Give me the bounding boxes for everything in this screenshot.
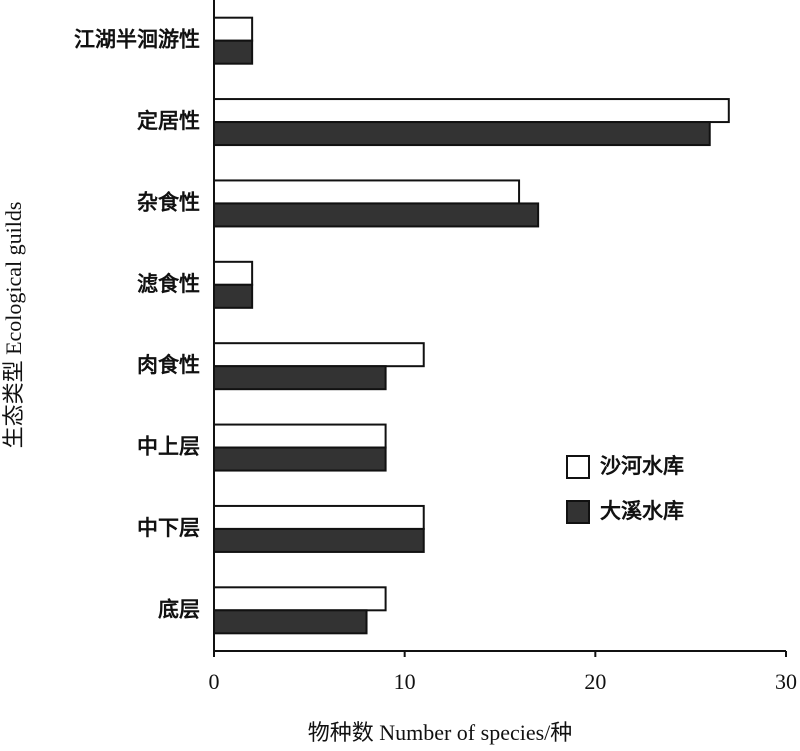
x-axis-title: 物种数 Number of species/种 [308, 720, 573, 745]
bar [213, 423, 387, 449]
y-tick-label: 中下层 [137, 516, 200, 540]
bar [213, 609, 368, 635]
bar [213, 527, 425, 553]
bar [213, 121, 711, 147]
bar [213, 98, 730, 124]
bar [213, 179, 521, 205]
y-tick-label: 底层 [158, 597, 200, 621]
bar [213, 283, 254, 309]
bar [213, 586, 387, 612]
x-tick-label: 10 [394, 669, 416, 694]
bar [213, 260, 254, 286]
x-tick-label: 20 [584, 669, 606, 694]
y-tick-label: 杂食性 [137, 190, 200, 214]
legend-label: 大溪水库 [600, 499, 684, 523]
y-tick-label: 中上层 [137, 435, 200, 459]
legend-label: 沙河水库 [600, 454, 684, 478]
y-tick-label: 滤食性 [137, 272, 200, 296]
bar [213, 446, 387, 472]
bar [213, 16, 254, 42]
y-tick-label: 定居性 [137, 109, 200, 133]
bar [213, 342, 425, 368]
bar [213, 202, 540, 228]
bar [213, 504, 425, 530]
y-axis-title: 生态类型 Ecological guilds [1, 202, 26, 449]
legend-swatch [566, 455, 590, 479]
y-tick-label: 肉食性 [137, 353, 200, 377]
y-tick-label: 江湖半洄游性 [74, 28, 200, 52]
legend-swatch [566, 500, 590, 524]
bar [213, 365, 387, 391]
bar [213, 39, 254, 65]
x-tick-label: 30 [775, 669, 797, 694]
x-tick-label: 0 [209, 669, 220, 694]
